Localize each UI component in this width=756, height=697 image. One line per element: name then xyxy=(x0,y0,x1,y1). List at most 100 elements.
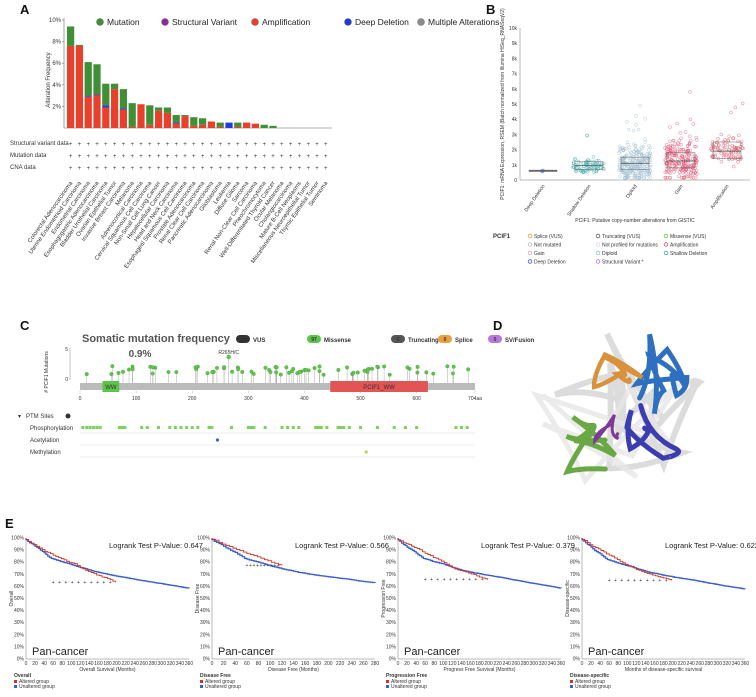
b-point xyxy=(638,166,642,171)
c-lollipop-head xyxy=(312,366,317,371)
panel-a-data-rows: Structural variant data + + + + + + + + + + + + + + + + +… xyxy=(10,141,328,172)
b-point xyxy=(595,159,599,163)
e-xtick: 100 xyxy=(623,661,632,667)
e-xtick: 140 xyxy=(85,661,94,667)
bar-amplification xyxy=(75,45,84,128)
b-point xyxy=(725,142,730,147)
b-point xyxy=(688,89,692,94)
panel-letter-a: A xyxy=(20,2,30,17)
b-point xyxy=(719,151,723,156)
c-lollipop-head xyxy=(466,367,471,372)
e-legend-swatch xyxy=(570,685,573,688)
b-point xyxy=(710,144,715,148)
b-point xyxy=(672,170,676,174)
b-box xyxy=(666,152,696,169)
b-point xyxy=(740,146,744,150)
e-censor-mark: + xyxy=(71,580,74,586)
c-lollipop-head xyxy=(116,371,121,375)
e-xtick: 40 xyxy=(41,661,47,667)
c-lollipop-head xyxy=(214,365,219,370)
b-point xyxy=(664,153,669,158)
b-point xyxy=(673,142,678,146)
e-xtick: 0 xyxy=(25,661,28,667)
row-plus: + xyxy=(227,142,231,148)
bar-amplification xyxy=(181,116,189,128)
b-point xyxy=(740,101,745,106)
e-xtick: 280 xyxy=(705,661,714,667)
b-point xyxy=(669,167,674,171)
b-point xyxy=(688,117,693,122)
e-legend-swatch xyxy=(14,680,17,683)
e-xtick: 300 xyxy=(530,661,539,667)
e-censor-mark: + xyxy=(52,580,55,586)
b-y-tick-label: 5k xyxy=(512,102,518,108)
row-plus: + xyxy=(324,154,328,160)
legend-label-2: Amplification xyxy=(262,17,310,27)
bar-mutation xyxy=(260,124,268,128)
b-point xyxy=(736,146,741,151)
c-ptm-phospho xyxy=(249,426,253,429)
b-point xyxy=(713,152,717,157)
bar-structural-variant xyxy=(93,94,101,96)
b-point xyxy=(717,143,721,147)
c-lollipop-head xyxy=(268,370,273,374)
e-xtick: 340 xyxy=(548,661,557,667)
b-point xyxy=(688,148,692,153)
b-legend-label: Shallow Deletion xyxy=(670,251,707,257)
row-plus: + xyxy=(227,154,231,160)
panel-a-cancer-types-bar-chart: Mutation Structural Variant Amplification D… xyxy=(10,17,499,270)
c-lollipop-head xyxy=(150,371,155,376)
bar-mutation xyxy=(234,122,242,127)
c-lollipop-head xyxy=(362,368,367,373)
e-xtick: 60 xyxy=(244,661,250,667)
b-point xyxy=(640,153,644,157)
y-tick-label: 4% xyxy=(52,83,61,89)
panel-b-legend: PCIF1 Splice (VUS) Truncating (VUS) Missens… xyxy=(493,233,707,265)
c-lollipop-head xyxy=(351,370,356,375)
b-legend-label: Not profiled for mutations xyxy=(602,242,658,248)
b-point xyxy=(693,171,698,176)
row-plus: + xyxy=(192,166,196,172)
bar-amplification xyxy=(234,126,242,128)
b-point xyxy=(670,158,674,162)
c-badge-label: Missense xyxy=(324,338,352,344)
bar-mutation xyxy=(190,117,198,126)
b-point xyxy=(639,145,644,150)
b-point xyxy=(585,133,589,138)
e-curve-altered xyxy=(211,538,283,566)
e-xtick: 240 xyxy=(130,661,139,667)
e-caption: Pan-cancer xyxy=(404,646,461,658)
c-lollipop-head xyxy=(415,364,420,369)
b-point xyxy=(736,151,741,156)
b-point xyxy=(629,175,634,180)
e-xtick: 280 xyxy=(149,661,158,667)
e-xtick: 80 xyxy=(256,661,262,667)
c-lollipop-head xyxy=(274,370,279,375)
e-curve-unaltered xyxy=(211,538,376,584)
bar-deep-deletion xyxy=(84,95,92,97)
c-domain-ww xyxy=(102,381,120,392)
row-plus: + xyxy=(104,154,108,160)
e-legend-swatch xyxy=(386,680,389,683)
panel-letter-d: D xyxy=(493,318,502,333)
b-point xyxy=(643,140,648,144)
c-ptm-phospho xyxy=(325,426,329,429)
b-point xyxy=(631,166,636,171)
b-point xyxy=(672,164,677,168)
row-plus: + xyxy=(254,142,258,148)
b-point xyxy=(638,160,643,165)
row-plus: + xyxy=(192,154,196,160)
c-protein-backbone xyxy=(80,383,475,390)
c-ptm-phospho xyxy=(81,426,85,429)
c-badge-label: Splice xyxy=(455,338,473,344)
b-point xyxy=(646,168,651,173)
c-lollipop-head xyxy=(289,369,294,374)
c-ptm-phospho xyxy=(319,426,323,429)
e-ytick: 40% xyxy=(200,608,211,614)
e-ytick: 30% xyxy=(386,620,397,626)
e-xtick: 200 xyxy=(324,661,333,667)
e-censor-mark: + xyxy=(443,577,446,583)
e-xtick: 40 xyxy=(597,661,603,667)
row-plus: + xyxy=(130,154,134,160)
e-xtick: 160 xyxy=(466,661,475,667)
